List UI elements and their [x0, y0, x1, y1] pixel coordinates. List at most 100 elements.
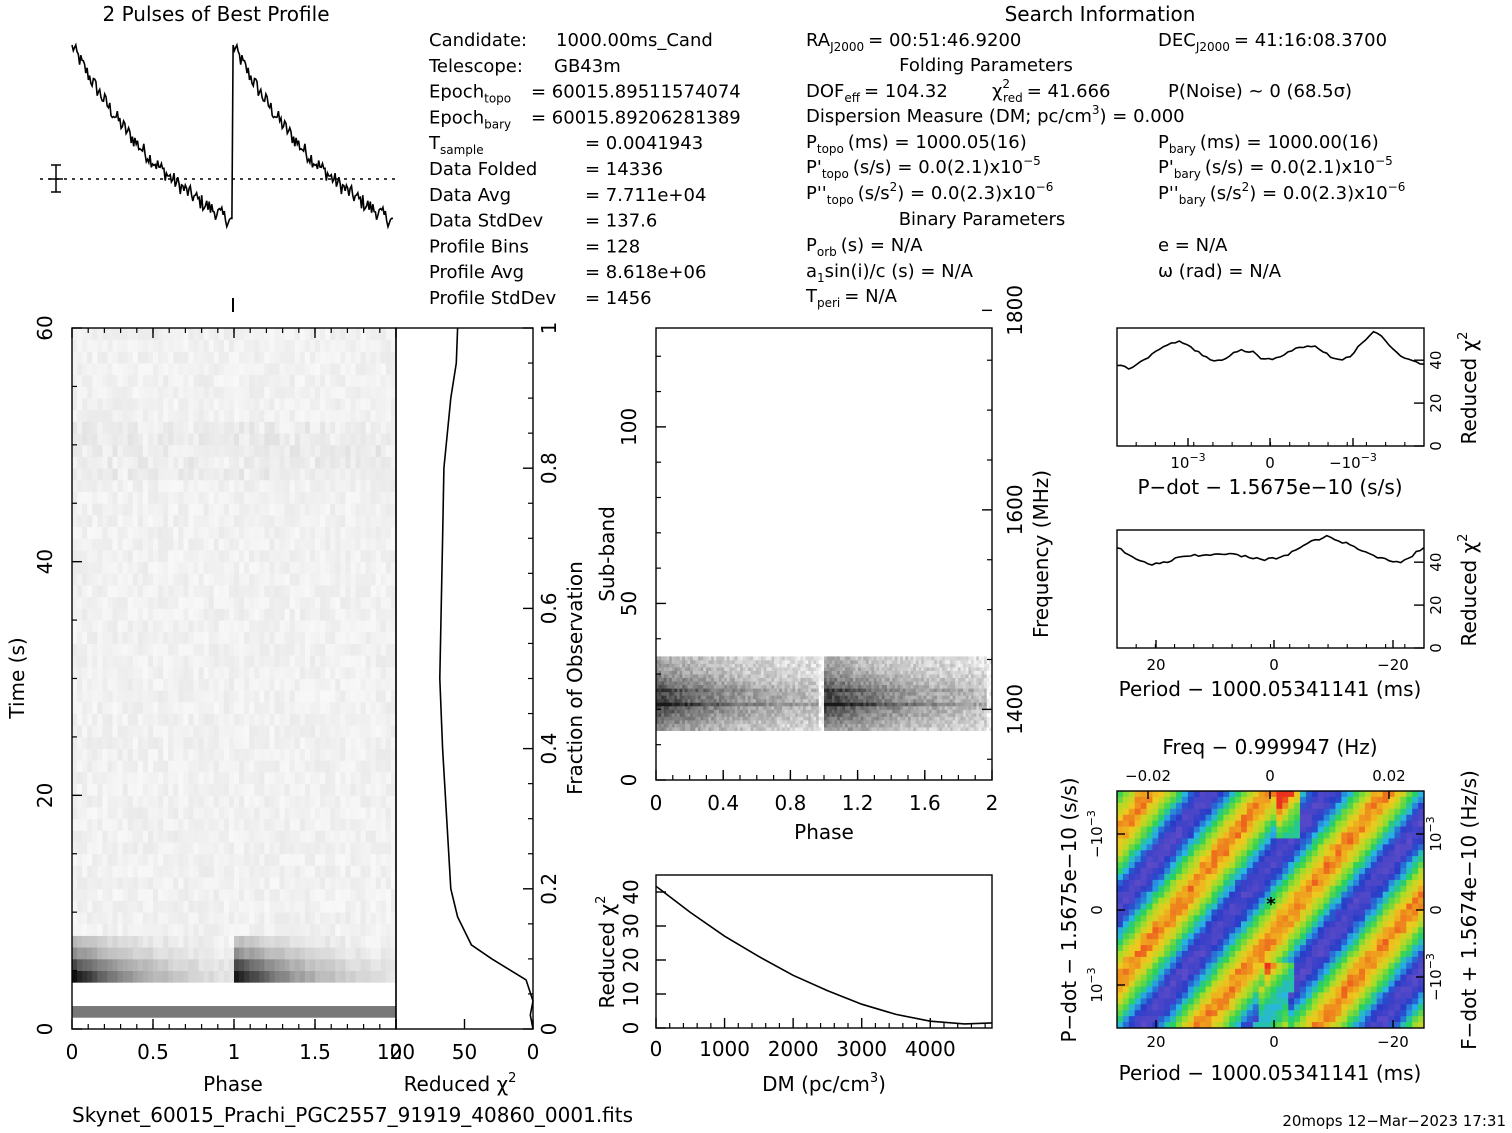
info-value: = 60015.89511574074 — [531, 82, 741, 103]
x-tick-label: 1 — [228, 1040, 241, 1064]
redchi-pdot-curve — [1116, 330, 1425, 370]
info-row: Data Avg — [429, 185, 511, 206]
y-tick-label: 10 — [619, 981, 643, 1006]
redchi-pdot-panel: 10−3 0 −10−3 0 20 40 P−dot − 1.5675e−10 (s/s)… — [1116, 327, 1481, 499]
info-value: GB43m — [554, 56, 621, 77]
search-info: RAJ2000 = 00:51:46.9200 DECJ2000 = 41:16:0… — [805, 30, 1405, 310]
redchi-pdot-xlabel: P−dot − 1.5675e−10 (s/s) — [1137, 475, 1402, 499]
info-row: Profile Bins — [429, 236, 529, 257]
x-tick-label: −10−3 — [1329, 451, 1377, 472]
pdot-ylabel: P−dot − 1.5675e−10 (s/s) — [1057, 777, 1081, 1042]
time-phase-ylabel: Time (s) — [5, 637, 29, 719]
porb-label: Porb (s) = N/A — [806, 235, 923, 259]
x-tick-label: 0 — [650, 791, 663, 815]
info-value: = 8.618e+06 — [585, 262, 706, 283]
info-row: Profile Avg — [429, 262, 524, 283]
y2-tick-label: 10−3 — [1424, 816, 1445, 851]
pddot-bary-label: P''bary (s/s2) = 0.0(2.3)x10−6 — [1158, 180, 1405, 207]
y-tick-label: −10−3 — [1085, 810, 1106, 858]
timestamp-footer: 20mops 12−Mar−2023 17:31 — [1282, 1112, 1506, 1130]
freq-x2label: Freq − 0.999947 (Hz) — [1162, 735, 1377, 759]
redchi-period-ylabel: Reduced χ2 — [1456, 534, 1481, 647]
x-tick-label: 0.8 — [774, 791, 806, 815]
x-tick-label: −20 — [1377, 1033, 1409, 1051]
info-row: Data Folded — [429, 159, 537, 180]
x-tick-label: 20 — [1146, 656, 1165, 674]
y-tick-label: 20 — [1427, 596, 1445, 615]
filename-footer: Skynet_60015_Prachi_PGC2557_91919_40860_… — [72, 1103, 633, 1127]
redchi-time-panel: 100 50 0 0 0.2 0.4 0.6 0.8 1 Reduced χ2 Fraction… — [377, 322, 587, 1096]
y-tick-label: 0 — [619, 1022, 643, 1035]
best-fit-marker: * — [1266, 894, 1276, 915]
y-tick-label: 20 — [619, 947, 643, 972]
x2-tick-label: 0.02 — [1372, 767, 1405, 785]
y-tick-label: 10−3 — [1085, 967, 1106, 1002]
info-value: = 128 — [585, 236, 640, 257]
x-tick-label: 4000 — [905, 1037, 956, 1061]
y-tick-label: 50 — [617, 591, 641, 616]
redchi-time-ylabel: Fraction of Observation — [563, 561, 587, 795]
subband-ylabel: Sub-band — [595, 506, 619, 602]
info-row: Epochtopo — [429, 82, 511, 106]
x-tick-label: 1.6 — [909, 791, 941, 815]
x-tick-label: 0 — [527, 1040, 540, 1064]
profile-plot — [40, 42, 398, 312]
y-tick-label: 0 — [1427, 643, 1445, 653]
period-xlabel: Period − 1000.05341141 (ms) — [1119, 1061, 1422, 1085]
info-row: Candidate: — [429, 30, 527, 51]
folding-title: Folding Parameters — [899, 55, 1073, 76]
frequency-ylabel: Frequency (MHz) — [1029, 470, 1053, 638]
x-tick-label: 10−3 — [1170, 451, 1205, 472]
x-tick-label: 1.5 — [299, 1040, 331, 1064]
x2-tick-label: 0 — [1265, 767, 1275, 785]
chi2-label: χ2 red = 41.666 — [992, 77, 1111, 105]
redchi-period-frame — [1116, 529, 1425, 649]
y-tick-label: 0.4 — [537, 733, 561, 765]
info-value: = 14336 — [585, 159, 663, 180]
omega-label: ω (rad) = N/A — [1158, 261, 1282, 282]
info-value: = 1456 — [585, 288, 652, 309]
x-tick-label: −20 — [1377, 656, 1409, 674]
x-tick-label: 0 — [1269, 656, 1279, 674]
x-tick-label: 1000 — [699, 1037, 750, 1061]
y-tick-label: 0.8 — [537, 452, 561, 484]
subband-phase-panel: 0 0.4 0.8 1.2 1.6 2 0 50 100 1400 1600 1800 Phase S… — [595, 285, 1053, 844]
binary-title: Binary Parameters — [899, 209, 1066, 230]
redchi-pdot-frame — [1116, 327, 1425, 447]
y-tick-label: 0 — [1088, 905, 1106, 915]
y-tick-label: 0.2 — [537, 873, 561, 905]
redchi-dm-ylabel: Reduced χ2 — [594, 896, 619, 1009]
y2-tick-label: 1800 — [1003, 285, 1027, 336]
x-tick-label: 50 — [452, 1040, 477, 1064]
error-bar — [49, 164, 63, 193]
a1sini-label: a1sin(i)/c (s) = N/A — [806, 261, 974, 285]
redchi-time-xlabel: Reduced χ2 — [404, 1071, 517, 1096]
search-title: Search Information — [1005, 2, 1196, 26]
pdot-topo-label: P'topo (s/s) = 0.0(2.1)x10−5 — [806, 154, 1041, 181]
x-tick-label: 20 — [1146, 1033, 1165, 1051]
x-tick-label: 1.2 — [842, 791, 874, 815]
pdot-period-colormap — [1117, 791, 1424, 1028]
redchi-period-curve — [1116, 534, 1425, 566]
x-tick-label: 100 — [377, 1040, 415, 1064]
ra-label: RAJ2000 = 00:51:46.9200 — [806, 30, 1021, 54]
info-row: Telescope: — [428, 56, 523, 77]
y-tick-label: 100 — [617, 408, 641, 446]
y-tick-label: 0 — [33, 1023, 57, 1036]
y2-tick-label: −10−3 — [1424, 953, 1445, 1001]
x-tick-label: 0 — [1269, 1033, 1279, 1051]
time-phase-xlabel: Phase — [203, 1072, 263, 1096]
pdot-period-panel: 20 0 −20 −0.02 0 0.02 10−3 0 −10−3 10−3 0 −10−3 * F… — [1057, 735, 1481, 1085]
y-tick-label: 40 — [1427, 351, 1445, 370]
redchi-dm-curve — [655, 885, 993, 1025]
profile-title: 2 Pulses of Best Profile — [103, 2, 330, 26]
profile-curve — [71, 42, 394, 230]
y-tick-label: 0 — [1427, 441, 1445, 451]
y-tick-label: 40 — [1427, 553, 1445, 572]
x2-tick-label: −0.02 — [1125, 767, 1171, 785]
x-tick-label: 3000 — [836, 1037, 887, 1061]
subband-xlabel: Phase — [794, 820, 854, 844]
